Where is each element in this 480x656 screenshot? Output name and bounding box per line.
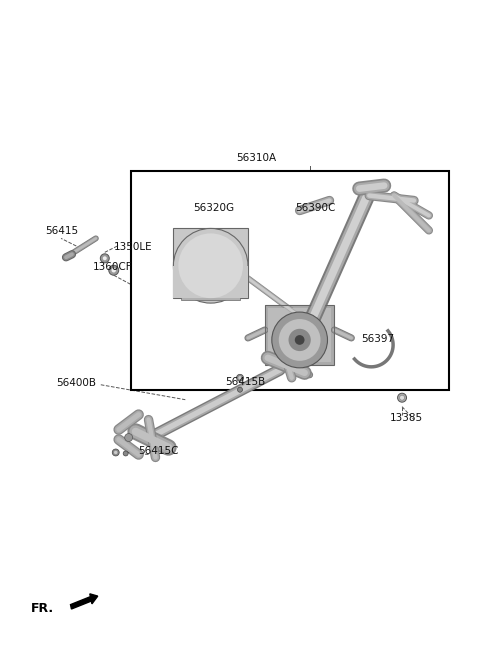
Ellipse shape [111,268,116,272]
Text: 56400B: 56400B [56,378,96,388]
Ellipse shape [279,319,321,361]
Ellipse shape [399,395,405,400]
Text: 56390C: 56390C [296,203,336,213]
Ellipse shape [272,312,327,368]
Bar [268,308,332,362]
Ellipse shape [179,234,243,298]
Text: 1350LE: 1350LE [114,242,152,253]
Ellipse shape [397,393,407,402]
Ellipse shape [123,451,128,456]
FancyArrow shape [71,594,98,609]
Bar [265,305,335,365]
Ellipse shape [288,329,311,351]
Ellipse shape [103,256,107,260]
Text: 56415C: 56415C [139,447,179,457]
Bar [131,171,449,390]
Text: 56415: 56415 [45,226,78,236]
Text: FR.: FR. [31,602,54,615]
Text: 1360CF: 1360CF [93,262,132,272]
Ellipse shape [109,265,119,276]
Ellipse shape [238,376,242,380]
Ellipse shape [100,254,109,263]
Ellipse shape [238,387,242,392]
Bar [173,228,248,298]
Text: 56397: 56397 [361,334,395,344]
Ellipse shape [114,451,118,454]
Text: 13385: 13385 [390,413,423,422]
Ellipse shape [112,449,119,456]
Text: 56415B: 56415B [225,377,265,387]
Text: 56310A: 56310A [236,153,276,163]
Ellipse shape [295,335,304,345]
Bar [265,305,335,365]
Ellipse shape [173,228,248,303]
Bar [181,290,240,300]
Bar [173,266,248,298]
Text: 56320G: 56320G [193,203,234,213]
Ellipse shape [237,375,243,381]
Ellipse shape [125,434,132,441]
